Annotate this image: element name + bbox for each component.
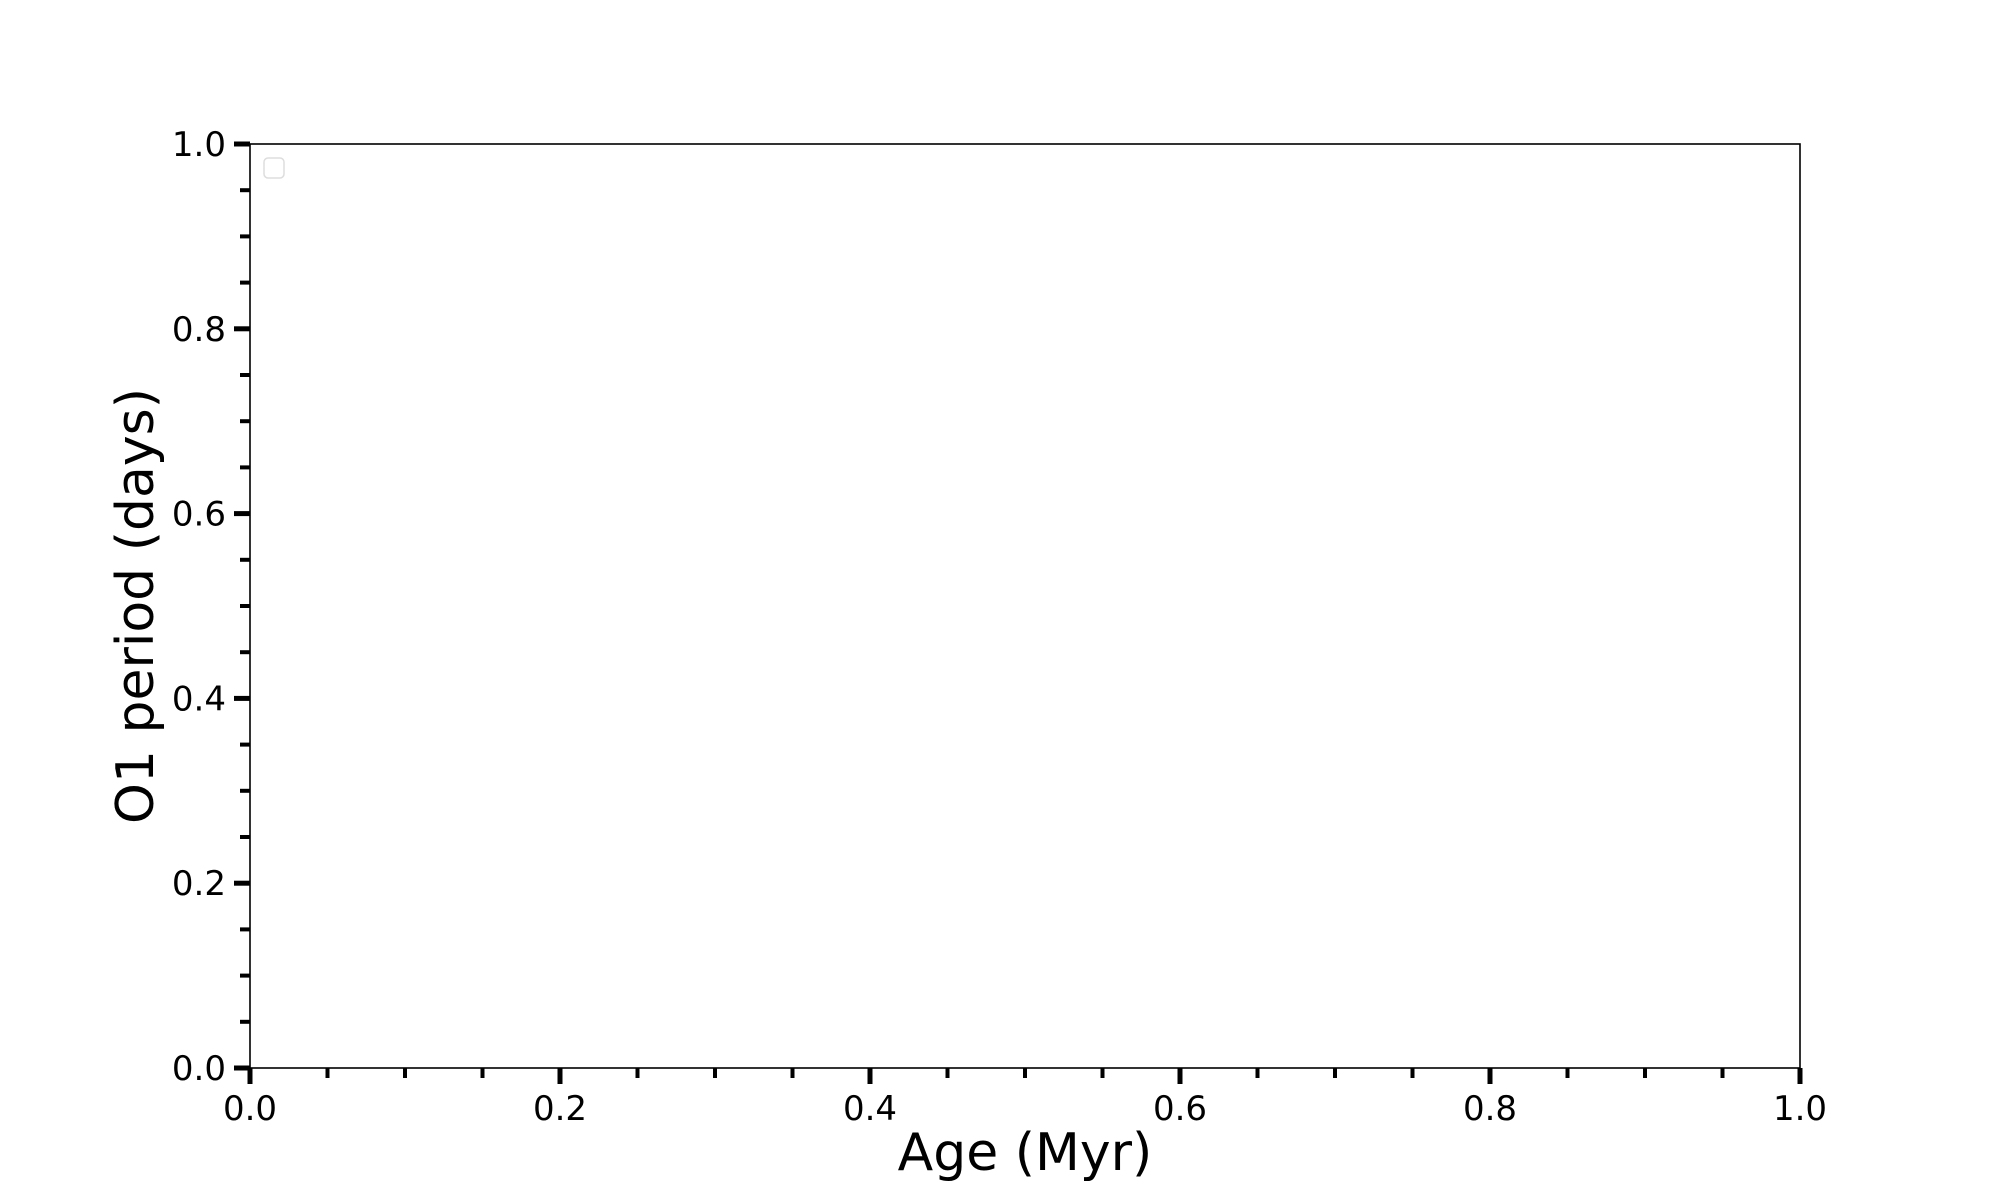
y-tick-label: 0.6 bbox=[172, 495, 226, 535]
x-tick-label: 0.6 bbox=[1153, 1089, 1207, 1129]
x-axis-label: Age (Myr) bbox=[898, 1123, 1153, 1183]
y-tick-label: 0.0 bbox=[172, 1049, 226, 1089]
x-tick-label: 0.2 bbox=[533, 1089, 587, 1129]
y-tick-label: 0.8 bbox=[172, 310, 226, 350]
x-tick-label: 1.0 bbox=[1773, 1089, 1827, 1129]
ticks: 0.0 0.2 0.4 0.6 0.8 1.0 0.0 0.2 0.4 0.6 0.8 1.0 bbox=[172, 125, 1827, 1129]
y-tick-label: 0.4 bbox=[172, 679, 226, 719]
x-tick-label: 0.4 bbox=[843, 1089, 897, 1129]
x-tick-label: 0.0 bbox=[223, 1089, 277, 1129]
x-tick-label: 0.8 bbox=[1463, 1089, 1517, 1129]
y-tick-label: 0.2 bbox=[172, 864, 226, 904]
y-tick-label: 1.0 bbox=[172, 125, 226, 165]
y-axis-label: O1 period (days) bbox=[106, 388, 166, 824]
legend-box-empty bbox=[263, 157, 285, 179]
plot-area-frame bbox=[249, 143, 1801, 1069]
